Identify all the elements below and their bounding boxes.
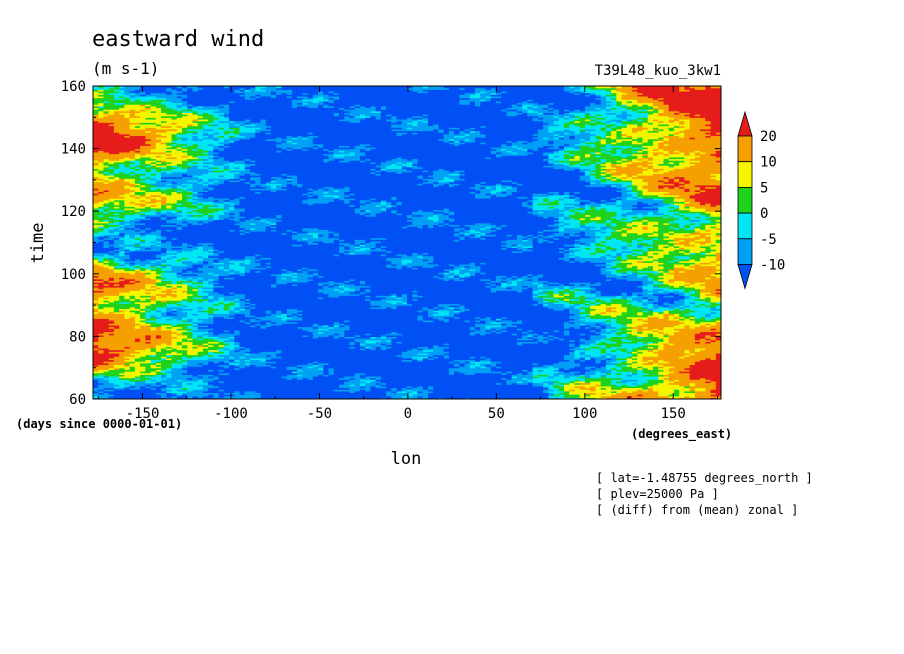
wind-field — [93, 86, 722, 400]
experiment-label: T39L48_kuo_3kw1 — [595, 63, 721, 79]
chart-title: eastward wind — [92, 27, 264, 52]
chart-units: (m s-1) — [92, 59, 159, 78]
